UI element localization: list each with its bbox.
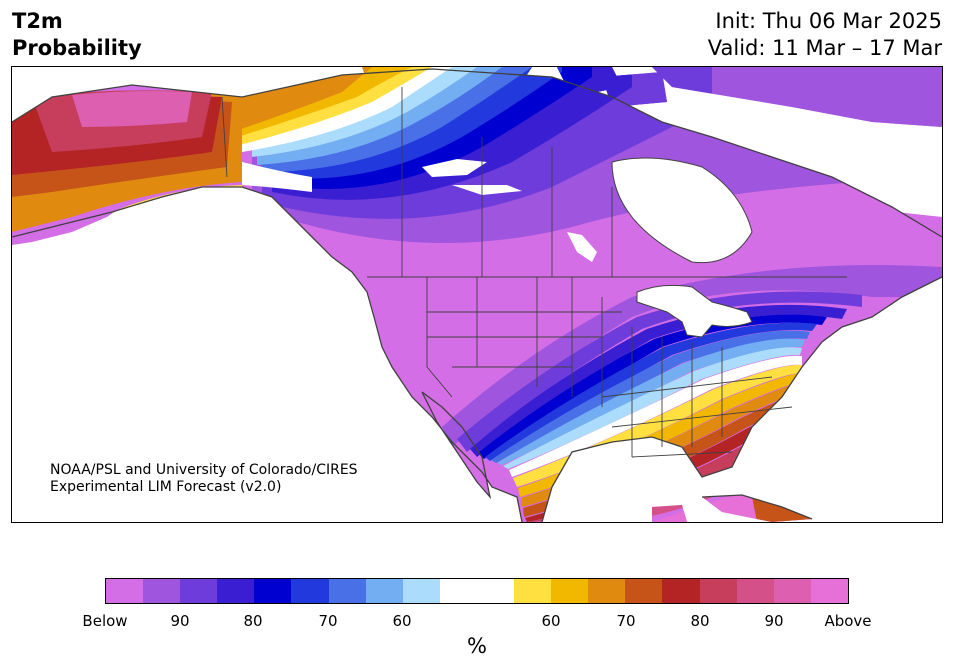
map-canvas [12,67,942,522]
colorbar-tick-above: Above [824,612,872,630]
colorbar-tick-below: Below [82,612,128,630]
colorbar-segment [736,579,774,603]
colorbar-tick-below-80: 80 [243,612,263,630]
colorbar-segment [328,579,366,603]
colorbar-segment [402,579,440,603]
colorbar-segment [810,579,848,603]
title-line-variable: T2m [12,9,63,33]
colorbar-segment [699,579,737,603]
probability-map: NOAA/PSL and University of Colorado/CIRE… [11,66,943,523]
great-lakes [636,284,753,338]
colorbar-tick-above-80: 80 [690,612,710,630]
colorbar-segment [625,579,663,603]
colorbar-segment [662,579,700,603]
colorbar-tick-below-90: 90 [170,612,190,630]
map-title: T2m Probability [12,8,142,62]
hudson-bay [611,157,753,264]
colorbar-tick-above-90: 90 [764,612,784,630]
colorbar-segment [254,579,292,603]
lake-winnipeg [567,232,597,262]
init-date: Init: Thu 06 Mar 2025 [715,9,942,33]
colorbar-segment [514,579,552,603]
political-boundaries [221,87,847,458]
credit-line-product: Experimental LIM Forecast (v2.0) [50,479,282,495]
colorbar-tick-above-60: 60 [541,612,561,630]
forecast-dates: Init: Thu 06 Mar 2025 Valid: 11 Mar – 17… [708,8,942,62]
colorbar-segment [365,579,403,603]
colorbar-tick-above-70: 70 [616,612,636,630]
colorbar-segment [106,579,144,603]
colorbar-tick-below-60: 60 [392,612,412,630]
colorbar-neutral-segment [439,579,515,603]
colorbar-segment [291,579,329,603]
valid-range: Valid: 11 Mar – 17 Mar [707,36,942,60]
credit-text: NOAA/PSL and University of Colorado/CIRE… [50,462,358,496]
great-slave-lake [452,185,522,195]
colorbar-segment [217,579,255,603]
colorbar [105,578,849,604]
colorbar-segment [588,579,626,603]
colorbar-unit: % [467,634,487,658]
great-bear-lake [422,159,487,177]
title-line-type: Probability [12,36,142,60]
colorbar-tick-below-70: 70 [318,612,338,630]
credit-line-org: NOAA/PSL and University of Colorado/CIRE… [50,462,358,478]
colorbar-segment [180,579,218,603]
colorbar-segment [143,579,181,603]
colorbar-segment [773,579,811,603]
colorbar-segment [551,579,589,603]
coastline [12,68,942,522]
